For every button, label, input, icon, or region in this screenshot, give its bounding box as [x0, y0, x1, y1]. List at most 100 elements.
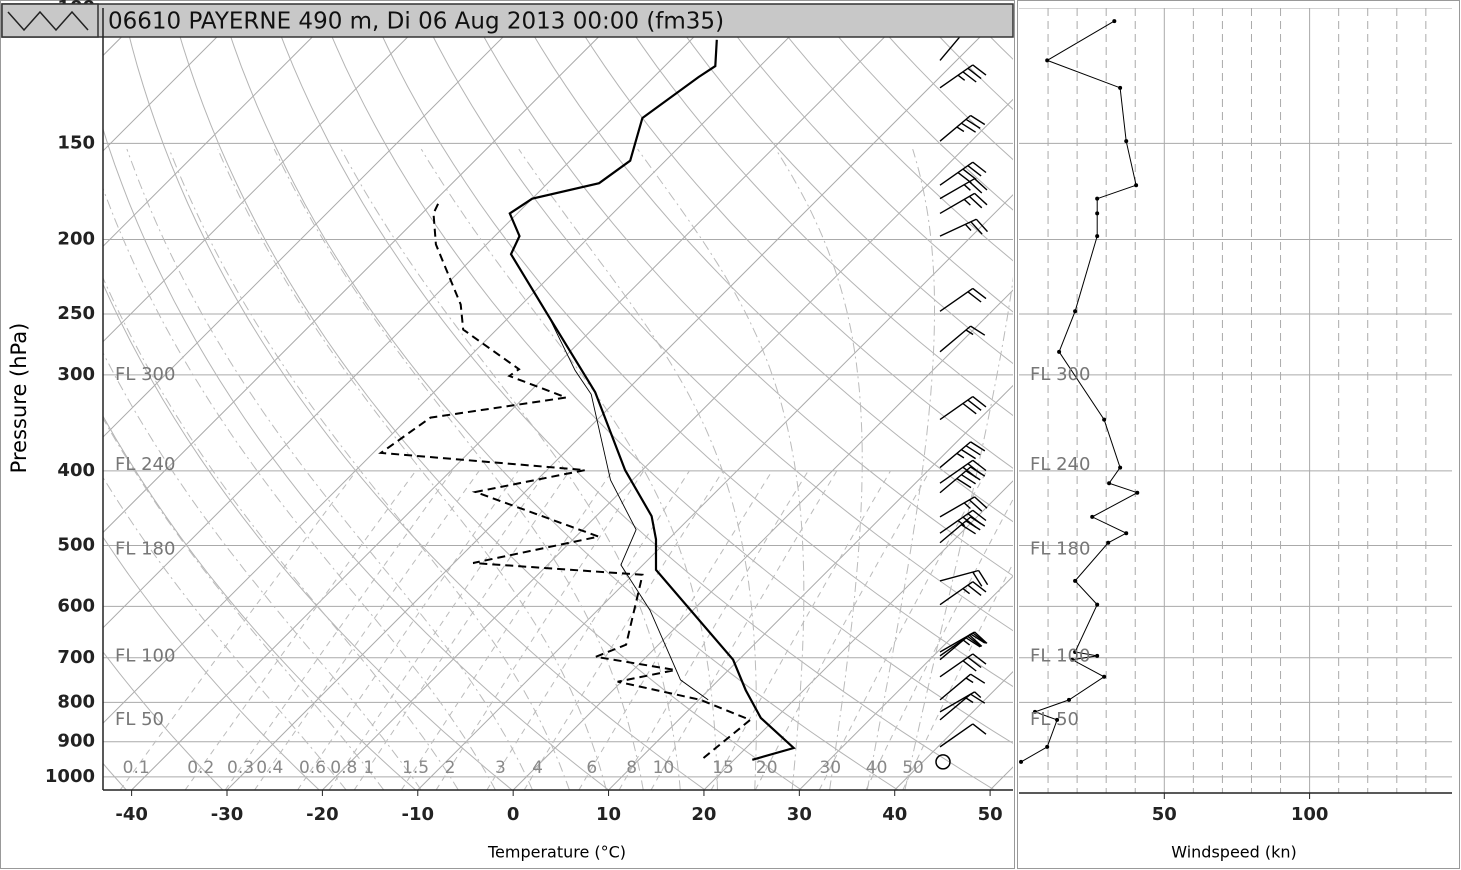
windspeed-point	[1032, 709, 1037, 714]
windspeed-point	[1095, 653, 1100, 658]
mixing-ratio-line	[818, 470, 988, 790]
y-tick-label: 900	[57, 731, 95, 752]
moist-adiabat	[103, 351, 422, 790]
y-tick-label: 600	[57, 595, 95, 616]
moist-adiabat	[904, 276, 1013, 790]
windspeed-point	[1095, 602, 1100, 607]
wind-barb	[939, 192, 988, 215]
profile-line	[378, 200, 753, 759]
wind-barb	[939, 496, 988, 518]
y-tick-label: 1000	[45, 766, 95, 787]
left-panel-frame	[0, 0, 1015, 869]
dry-adiabat	[566, 8, 1013, 469]
isotherm	[103, 8, 533, 438]
windspeed-point	[1112, 19, 1117, 24]
mixing-ratio-line	[865, 498, 1013, 790]
x-tick-label: 10	[596, 804, 621, 825]
header-bar	[1, 3, 1014, 38]
y-tick-label: 800	[57, 691, 95, 712]
windspeed-point	[1102, 417, 1107, 422]
mixing-ratio-label: 40	[866, 758, 888, 778]
mixing-ratio-label: 8	[626, 758, 637, 778]
wind-barb	[939, 569, 989, 587]
wind-barb	[939, 633, 986, 661]
wind-barb	[939, 516, 986, 544]
wind-plot	[1019, 8, 1452, 793]
x-tick-label: 20	[691, 804, 716, 825]
dry-adiabat	[103, 536, 320, 790]
dry-adiabat	[103, 651, 224, 790]
isotherm	[103, 8, 724, 629]
mixing-ratio-label: 2	[445, 758, 456, 778]
mixing-ratio-line	[353, 470, 570, 790]
dry-adiabat	[764, 8, 1013, 262]
windspeed-point	[1055, 717, 1060, 722]
windspeed-point	[1124, 139, 1129, 144]
wind-barb	[939, 114, 986, 142]
flight-level-label: FL 300	[115, 364, 175, 385]
moist-adiabat	[103, 186, 497, 790]
wind-barb	[939, 459, 987, 484]
windspeed-point	[1073, 578, 1078, 583]
mixing-ratio-label: 4	[532, 758, 543, 778]
wind-barb	[939, 325, 986, 353]
windspeed-point	[1045, 744, 1050, 749]
moist-adiabat	[103, 276, 459, 790]
mixing-ratio-line	[618, 470, 809, 790]
overlay: 1001502002503004005006007008009001000-40…	[45, 0, 1329, 825]
dry-adiabat	[714, 8, 1013, 313]
y-tick-label: 200	[57, 228, 95, 249]
windspeed-point	[1102, 674, 1107, 679]
windspeed-point	[1095, 211, 1100, 216]
mixing-ratio-line	[254, 470, 480, 790]
moist-adiabat	[340, 148, 681, 790]
mixing-ratio-label: 10	[653, 758, 675, 778]
menu-icon[interactable]	[1, 3, 99, 38]
flight-level-label: FL 180	[115, 538, 175, 559]
windspeed-point	[1095, 234, 1100, 239]
mixing-ratio-line	[523, 470, 724, 790]
y-tick-label: 400	[57, 460, 95, 481]
flight-level-label: FL 50	[1030, 709, 1079, 730]
wind-calm	[935, 754, 951, 770]
windspeed-point	[1057, 349, 1062, 354]
moist-adiabat	[273, 148, 644, 790]
x-axis-label-wind: Windspeed (kn)	[1171, 843, 1297, 862]
windspeed-point	[1106, 540, 1111, 545]
y-tick-label: 150	[57, 132, 95, 153]
moist-adiabat	[420, 148, 718, 790]
y-tick-label: 700	[57, 647, 95, 668]
windspeed-point	[1073, 309, 1078, 314]
wind-barb	[939, 581, 987, 606]
flight-level-label: FL 300	[1030, 364, 1090, 385]
flight-level-label: FL 100	[1030, 645, 1090, 666]
x-tick-label: 50	[1152, 804, 1177, 825]
x-tick-label: 0	[507, 804, 520, 825]
mixing-ratio-label: 6	[586, 758, 597, 778]
mixing-ratio-line	[435, 470, 645, 790]
moist-adiabat	[168, 148, 570, 790]
skewt-plot	[103, 8, 1013, 790]
dry-adiabat	[467, 8, 1013, 577]
dry-adiabat	[171, 8, 802, 790]
moist-adiabat	[866, 148, 935, 790]
isotherm	[703, 480, 1013, 790]
dry-adiabat	[270, 8, 995, 790]
right-panel-frame	[1017, 0, 1460, 869]
dry-adiabat	[616, 8, 1013, 417]
y-tick-label: 250	[57, 303, 95, 324]
wind-barb	[939, 178, 988, 200]
isotherm	[131, 8, 914, 790]
moist-adiabat	[518, 148, 757, 790]
mixing-ratio-label: 3	[495, 758, 506, 778]
wind-barb	[939, 218, 989, 237]
isotherm	[417, 194, 1013, 790]
dry-adiabat	[103, 282, 513, 790]
flight-level-label: FL 100	[115, 645, 175, 666]
mixing-ratio-line	[710, 470, 891, 790]
dry-adiabat	[122, 8, 706, 790]
windspeed-point	[1045, 58, 1050, 63]
mixing-ratio-line	[119, 470, 357, 790]
windspeed-point	[1066, 697, 1071, 702]
dry-adiabat	[517, 8, 1013, 523]
